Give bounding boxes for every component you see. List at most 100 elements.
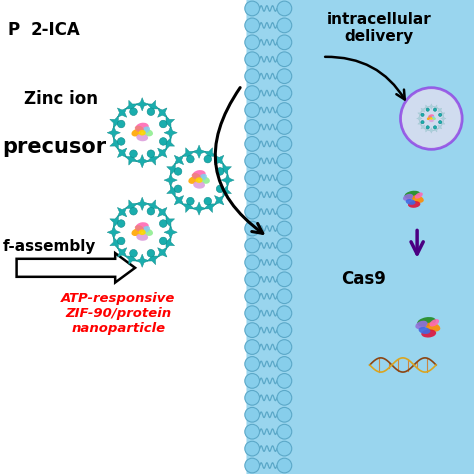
- Polygon shape: [107, 126, 120, 139]
- Circle shape: [245, 221, 260, 236]
- Ellipse shape: [428, 114, 434, 118]
- Polygon shape: [440, 116, 446, 121]
- Circle shape: [426, 108, 429, 111]
- Circle shape: [130, 108, 137, 116]
- Circle shape: [245, 170, 260, 185]
- Polygon shape: [158, 248, 167, 257]
- Polygon shape: [174, 196, 183, 205]
- Circle shape: [277, 119, 292, 134]
- Ellipse shape: [192, 170, 206, 179]
- Circle shape: [130, 249, 137, 257]
- Circle shape: [245, 289, 260, 304]
- Ellipse shape: [406, 199, 416, 205]
- Polygon shape: [125, 252, 137, 264]
- Polygon shape: [219, 185, 231, 197]
- Polygon shape: [110, 137, 122, 150]
- Ellipse shape: [421, 329, 436, 337]
- Polygon shape: [433, 127, 438, 132]
- Ellipse shape: [417, 317, 436, 327]
- Circle shape: [245, 1, 260, 16]
- Circle shape: [277, 52, 292, 66]
- Polygon shape: [164, 173, 177, 187]
- Ellipse shape: [143, 228, 153, 236]
- Circle shape: [277, 35, 292, 50]
- Circle shape: [216, 185, 224, 192]
- Polygon shape: [440, 120, 445, 126]
- Ellipse shape: [193, 181, 205, 189]
- Ellipse shape: [142, 127, 150, 133]
- Circle shape: [147, 108, 155, 116]
- Polygon shape: [147, 200, 159, 212]
- Circle shape: [245, 18, 260, 33]
- Ellipse shape: [415, 321, 428, 329]
- Polygon shape: [182, 148, 194, 160]
- Polygon shape: [147, 153, 159, 165]
- Ellipse shape: [419, 327, 430, 334]
- Text: intracellular
delivery: intracellular delivery: [327, 12, 431, 44]
- Circle shape: [245, 255, 260, 270]
- Circle shape: [433, 126, 437, 129]
- Polygon shape: [136, 254, 149, 267]
- Circle shape: [245, 204, 260, 219]
- Circle shape: [438, 120, 442, 124]
- Ellipse shape: [135, 225, 144, 232]
- Polygon shape: [147, 252, 159, 264]
- Circle shape: [245, 441, 260, 456]
- Text: Cas9: Cas9: [341, 270, 386, 288]
- Circle shape: [245, 187, 260, 202]
- Polygon shape: [433, 105, 438, 110]
- Polygon shape: [118, 208, 127, 217]
- Polygon shape: [136, 98, 149, 111]
- Polygon shape: [118, 148, 127, 157]
- Circle shape: [277, 289, 292, 304]
- Polygon shape: [136, 197, 149, 210]
- Ellipse shape: [426, 322, 440, 332]
- Ellipse shape: [135, 126, 144, 132]
- Polygon shape: [424, 105, 429, 110]
- Circle shape: [277, 86, 292, 100]
- Ellipse shape: [136, 123, 149, 131]
- Circle shape: [174, 168, 182, 175]
- Text: Zinc ion: Zinc ion: [24, 90, 98, 108]
- Ellipse shape: [138, 130, 146, 136]
- Circle shape: [277, 458, 292, 473]
- Circle shape: [277, 306, 292, 320]
- Polygon shape: [167, 163, 179, 175]
- Ellipse shape: [200, 176, 210, 184]
- Circle shape: [277, 1, 292, 16]
- Circle shape: [277, 18, 292, 33]
- Polygon shape: [438, 125, 442, 129]
- Circle shape: [245, 272, 260, 287]
- Circle shape: [277, 221, 292, 236]
- Polygon shape: [167, 185, 179, 197]
- Polygon shape: [221, 173, 234, 187]
- Circle shape: [147, 208, 155, 215]
- Circle shape: [245, 424, 260, 439]
- FancyBboxPatch shape: [246, 0, 474, 474]
- Polygon shape: [162, 116, 174, 128]
- Ellipse shape: [142, 226, 150, 233]
- Circle shape: [277, 69, 292, 83]
- Polygon shape: [418, 111, 423, 117]
- Circle shape: [401, 88, 462, 149]
- Circle shape: [245, 137, 260, 151]
- Ellipse shape: [138, 229, 146, 235]
- Ellipse shape: [136, 222, 149, 231]
- Ellipse shape: [404, 191, 420, 199]
- Text: 2-ICA: 2-ICA: [31, 21, 81, 39]
- Text: f-assembly: f-assembly: [2, 239, 96, 255]
- Polygon shape: [421, 125, 425, 129]
- Circle shape: [187, 197, 194, 205]
- Circle shape: [277, 340, 292, 355]
- Circle shape: [277, 356, 292, 371]
- Ellipse shape: [429, 319, 439, 327]
- Circle shape: [277, 238, 292, 253]
- Polygon shape: [110, 215, 122, 228]
- Ellipse shape: [428, 116, 432, 118]
- Circle shape: [245, 103, 260, 118]
- Ellipse shape: [432, 117, 436, 120]
- Circle shape: [130, 150, 137, 157]
- Ellipse shape: [137, 233, 148, 241]
- Circle shape: [277, 424, 292, 439]
- Circle shape: [245, 306, 260, 320]
